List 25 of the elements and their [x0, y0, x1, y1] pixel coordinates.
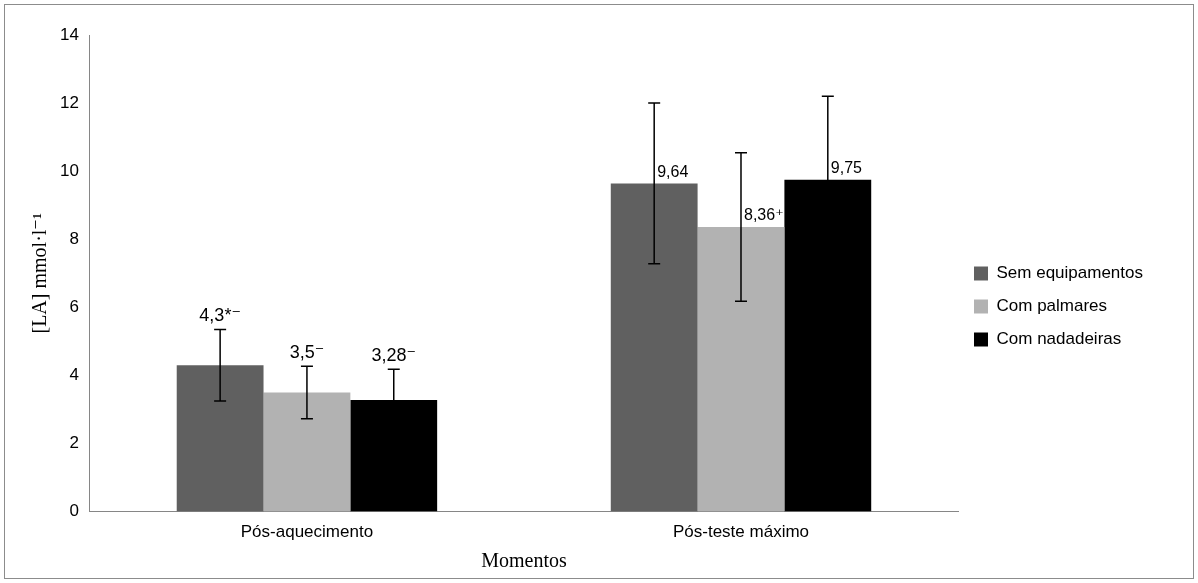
data-label: 4,3*⁻	[199, 305, 241, 326]
bar	[263, 392, 351, 512]
y-axis-title: [LA] mmol·l⁻¹	[28, 213, 51, 334]
y-tick-label: 0	[69, 501, 79, 521]
x-tick-label: Pós-teste máximo	[672, 522, 810, 542]
legend-label: Com palmares	[996, 296, 1108, 316]
data-label: 9,75	[830, 159, 863, 177]
y-tick-label: 10	[59, 160, 79, 180]
x-axis-title: Momentos	[481, 549, 567, 572]
bar	[697, 227, 785, 512]
data-label: 9,64	[657, 162, 689, 180]
legend-label: Com nadadeiras	[996, 329, 1122, 349]
y-tick-label: 4	[69, 365, 79, 385]
y-tick-label: 6	[69, 297, 79, 317]
data-label: 3,5⁻	[289, 342, 325, 363]
y-tick-label: 14	[59, 24, 79, 44]
legend-label: Sem equipamentos	[996, 263, 1144, 283]
data-label: 8,36⁺	[744, 206, 784, 224]
y-tick-label: 8	[69, 228, 79, 248]
data-label: 3,28⁻	[371, 345, 417, 366]
y-tick-label: 2	[69, 433, 79, 453]
bar	[176, 365, 264, 512]
bar	[610, 183, 698, 512]
x-tick-label: Pós-aquecimento	[240, 522, 374, 542]
y-tick-label: 12	[59, 92, 79, 112]
